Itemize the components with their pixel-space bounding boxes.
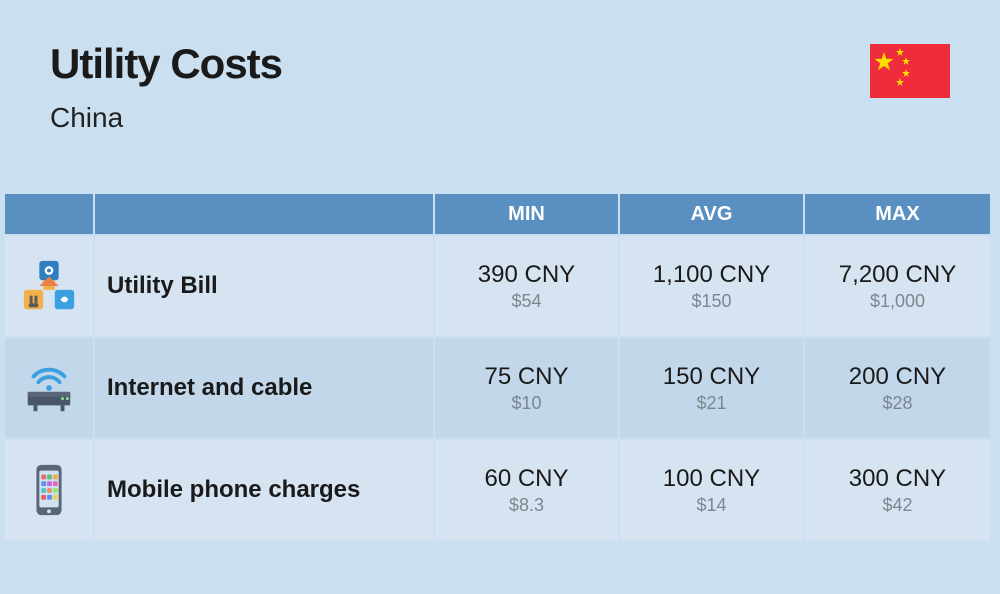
cell-max: 300 CNY $42	[805, 438, 990, 540]
cell-min: 75 CNY $10	[435, 336, 620, 438]
table-header-icon	[5, 194, 95, 234]
cell-avg: 100 CNY $14	[620, 438, 805, 540]
header: Utility Costs China	[0, 0, 1000, 164]
cell-max: 200 CNY $28	[805, 336, 990, 438]
cell-max: 7,200 CNY $1,000	[805, 234, 990, 336]
value-secondary: $21	[696, 393, 726, 414]
utility-bill-icon	[5, 234, 95, 336]
value-secondary: $8.3	[509, 495, 544, 516]
cell-min: 390 CNY $54	[435, 234, 620, 336]
value-primary: 390 CNY	[478, 261, 575, 289]
utility-costs-table: MIN AVG MAX Utility B	[5, 194, 995, 540]
table-header-avg: AVG	[620, 194, 805, 234]
table-header-min: MIN	[435, 194, 620, 234]
china-flag-icon	[870, 44, 950, 98]
cell-avg: 1,100 CNY $150	[620, 234, 805, 336]
value-primary: 60 CNY	[484, 465, 568, 493]
table-header-label	[95, 194, 435, 234]
internet-cable-icon	[5, 336, 95, 438]
table-body: Utility Bill 390 CNY $54 1,100 CNY $150 …	[5, 234, 995, 540]
table-row: Mobile phone charges 60 CNY $8.3 100 CNY…	[5, 438, 995, 540]
table-row: Internet and cable 75 CNY $10 150 CNY $2…	[5, 336, 995, 438]
value-primary: 150 CNY	[663, 363, 760, 391]
value-secondary: $10	[511, 393, 541, 414]
row-label: Internet and cable	[95, 336, 435, 438]
value-secondary: $28	[882, 393, 912, 414]
table-header-row: MIN AVG MAX	[5, 194, 995, 234]
value-secondary: $42	[882, 495, 912, 516]
title-block: Utility Costs China	[50, 40, 282, 134]
row-label: Utility Bill	[95, 234, 435, 336]
table-row: Utility Bill 390 CNY $54 1,100 CNY $150 …	[5, 234, 995, 336]
value-secondary: $54	[511, 291, 541, 312]
value-secondary: $14	[696, 495, 726, 516]
cell-avg: 150 CNY $21	[620, 336, 805, 438]
value-secondary: $150	[691, 291, 731, 312]
page-title: Utility Costs	[50, 40, 282, 88]
value-primary: 200 CNY	[849, 363, 946, 391]
value-primary: 1,100 CNY	[653, 261, 770, 289]
row-label: Mobile phone charges	[95, 438, 435, 540]
cell-min: 60 CNY $8.3	[435, 438, 620, 540]
page-subtitle: China	[50, 102, 282, 134]
value-secondary: $1,000	[870, 291, 925, 312]
table-header-max: MAX	[805, 194, 990, 234]
value-primary: 7,200 CNY	[839, 261, 956, 289]
value-primary: 300 CNY	[849, 465, 946, 493]
value-primary: 100 CNY	[663, 465, 760, 493]
mobile-phone-icon	[5, 438, 95, 540]
value-primary: 75 CNY	[484, 363, 568, 391]
